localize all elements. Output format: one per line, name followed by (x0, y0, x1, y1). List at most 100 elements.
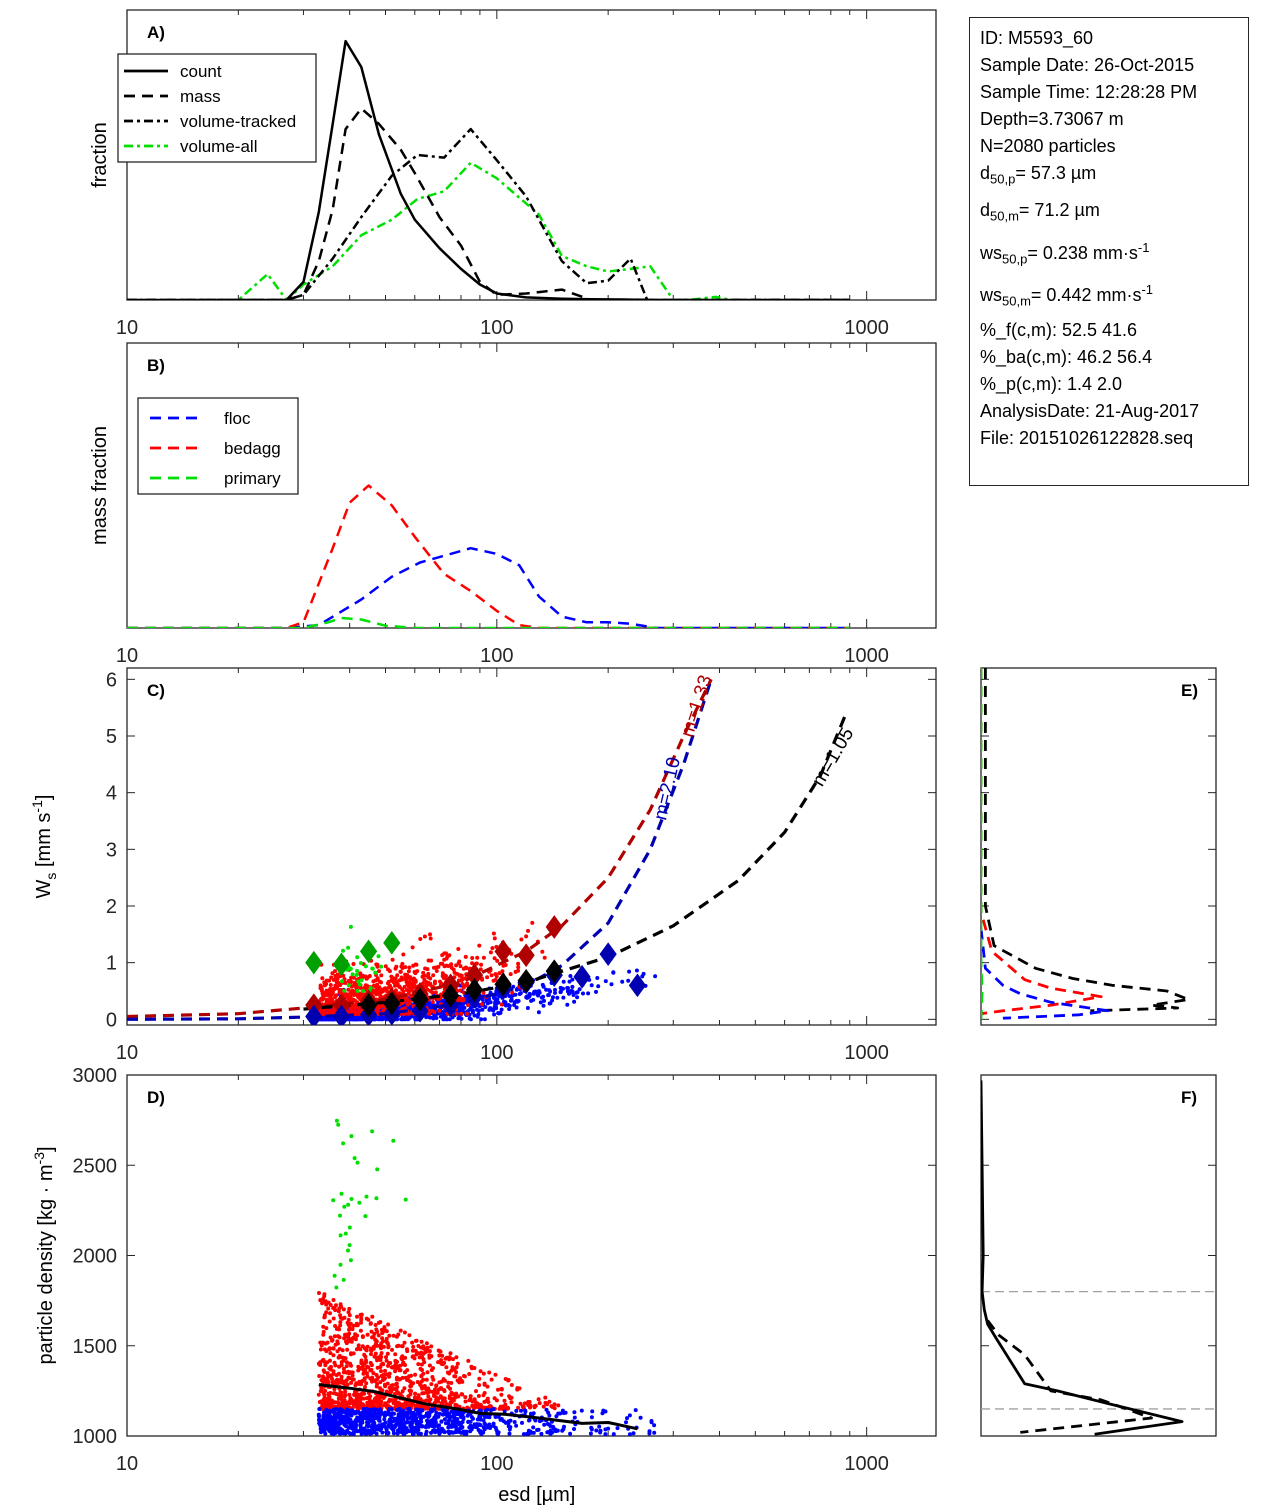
scatter-point-floc (425, 1418, 430, 1423)
scatter-point-bedagg (384, 987, 389, 992)
scatter-point-bedagg (353, 1332, 358, 1337)
series-line-primary (127, 616, 850, 628)
y-tick-label: 2500 (73, 1155, 118, 1177)
scatter-point-bedagg (470, 1404, 475, 1408)
scatter-point-bedagg (400, 1344, 405, 1349)
scatter-point-bedagg (350, 1327, 355, 1332)
panel-label: C) (147, 681, 165, 700)
scatter-point-primary (373, 970, 378, 975)
scatter-point-floc (526, 994, 531, 999)
scatter-point-floc (499, 1417, 504, 1422)
scatter-point-bedagg (457, 1380, 462, 1385)
scatter-point-floc (594, 1428, 599, 1433)
scatter-point-bedagg (369, 1329, 374, 1334)
scatter-point-bedagg (438, 1394, 443, 1399)
binned-mean-marker (359, 939, 378, 964)
scatter-point-bedagg (359, 1320, 363, 1325)
scatter-point-bedagg (318, 1347, 323, 1352)
scatter-point-bedagg (347, 1327, 351, 1332)
binned-mean-marker (545, 915, 563, 939)
scatter-point-bedagg (340, 1348, 345, 1353)
scatter-point-bedagg (433, 990, 438, 995)
scatter-point-bedagg (451, 1398, 456, 1403)
info-line: d50,p= 57.3 µm (980, 163, 1097, 187)
scatter-point-floc (525, 1431, 530, 1436)
scatter-point-bedagg (479, 962, 484, 967)
scatter-point-floc (436, 1423, 441, 1428)
scatter-point-floc (482, 1421, 487, 1426)
scatter-point-bedagg (421, 1384, 426, 1389)
scatter-point-floc (331, 1432, 336, 1436)
scatter-point-bedagg (342, 1315, 347, 1320)
scatter-point-bedagg (321, 1340, 325, 1345)
scatter-point-bedagg (397, 1377, 402, 1382)
scatter-point-bedagg (398, 969, 403, 974)
scatter-point-floc (631, 1431, 636, 1436)
scatter-point-bedagg (328, 993, 333, 998)
scatter-point-bedagg (480, 977, 485, 982)
scatter-point-bedagg (332, 1387, 337, 1392)
scatter-point-bedagg (442, 1396, 447, 1401)
scatter-point-floc (572, 1427, 576, 1431)
scatter-point-floc (408, 1423, 413, 1428)
info-line: ID: M5593_60 (980, 28, 1094, 48)
scatter-point-bedagg (340, 1403, 345, 1408)
scatter-point-floc (451, 1413, 456, 1418)
scatter-point-floc (369, 1413, 374, 1418)
scatter-point-floc (426, 1424, 431, 1429)
scatter-point-floc (389, 1407, 394, 1412)
info-line: N=2080 particles (980, 136, 1116, 156)
scatter-point-bedagg (478, 1402, 483, 1407)
scatter-point-bedagg (400, 1389, 405, 1394)
scatter-point-floc (399, 1419, 404, 1424)
scatter-point-bedagg (508, 972, 513, 977)
scatter-point-primary (376, 954, 381, 959)
scatter-point-bedagg (403, 972, 408, 977)
scatter-point-floc (431, 1016, 436, 1021)
scatter-point-floc (340, 1410, 344, 1415)
scatter-point-bedagg (422, 934, 427, 939)
scatter-point-bedagg (419, 1339, 424, 1344)
scatter-point-bedagg (398, 1368, 403, 1373)
scatter-point-bedagg (347, 1331, 352, 1336)
mean-density-line (318, 1383, 638, 1431)
scatter-point-bedagg (447, 1355, 452, 1360)
scatter-point-floc (388, 1413, 393, 1418)
y-tick-label: 2 (106, 896, 117, 918)
scatter-point-bedagg (371, 979, 376, 984)
scatter-point-floc (531, 1411, 536, 1416)
scatter-point-bedagg (405, 1349, 410, 1354)
scatter-point-bedagg (379, 1341, 384, 1346)
scatter-point-bedagg (429, 1368, 434, 1372)
scatter-point-bedagg (334, 1373, 339, 1378)
scatter-point-floc (468, 1017, 473, 1022)
scatter-point-floc (396, 1428, 400, 1433)
scatter-point-floc (356, 1429, 361, 1433)
scatter-point-floc (434, 1410, 439, 1415)
scatter-point-bedagg (373, 1396, 378, 1401)
x-tick-label: 100 (480, 1042, 513, 1064)
scatter-point-bedagg (489, 973, 494, 978)
scatter-point-bedagg (433, 979, 437, 984)
x-tick-label: 1000 (844, 645, 889, 667)
scatter-point-bedagg (463, 1395, 468, 1400)
scatter-point-floc (652, 1423, 657, 1428)
scatter-point-floc (396, 1414, 401, 1419)
scatter-point-bedagg (379, 1354, 384, 1359)
scatter-point-bedagg (458, 964, 463, 969)
scatter-point-floc (329, 1428, 334, 1433)
scatter-point-bedagg (536, 1397, 541, 1402)
scatter-point-bedagg (358, 971, 363, 976)
scatter-point-bedagg (453, 1395, 458, 1400)
scatter-point-floc (321, 1428, 326, 1433)
scatter-point-primary (346, 983, 351, 988)
scatter-point-bedagg (346, 1317, 351, 1322)
scatter-point-floc (603, 1432, 608, 1436)
scatter-point-bedagg (349, 1380, 354, 1385)
scatter-point-floc (337, 1416, 342, 1421)
scatter-point-floc (485, 1001, 490, 1006)
scatter-point-bedagg (416, 1344, 421, 1348)
scatter-point-floc (385, 1431, 390, 1436)
scatter-point-bedagg (380, 1361, 385, 1366)
scatter-point-floc (377, 1418, 382, 1423)
